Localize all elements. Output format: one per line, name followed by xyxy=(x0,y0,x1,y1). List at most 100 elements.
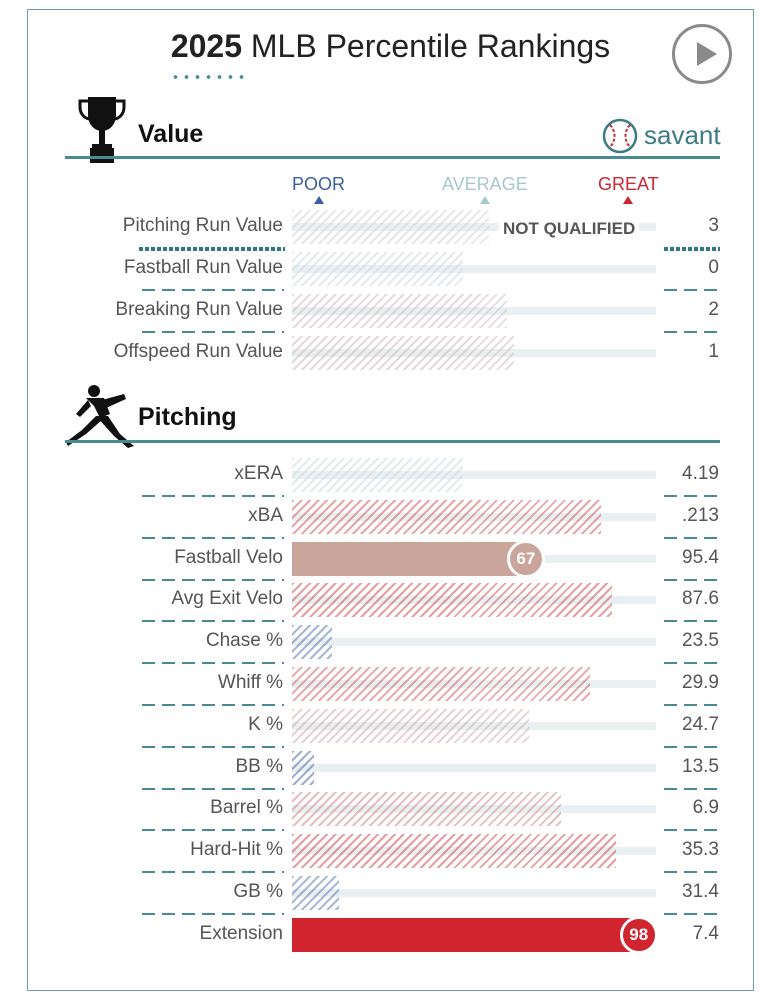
row-value: 24.7 xyxy=(682,713,719,735)
row-label: xERA xyxy=(234,463,283,484)
percentile-bar xyxy=(292,750,314,785)
row-separator xyxy=(664,536,720,539)
row-label: BB % xyxy=(235,755,283,777)
title-year: 2025 xyxy=(170,28,242,64)
row-separator xyxy=(139,247,285,251)
percentile-bar xyxy=(292,499,602,534)
row-label: Breaking Run Value xyxy=(115,299,283,320)
legend-poor-marker xyxy=(313,196,324,204)
savant-logo-text: savant xyxy=(644,120,721,150)
percentile-bar xyxy=(292,708,529,743)
percentile-track xyxy=(292,763,656,772)
play-icon[interactable] xyxy=(672,24,732,84)
percentile-bar xyxy=(292,541,526,576)
row-separator xyxy=(664,662,720,665)
row-value: 1 xyxy=(708,341,719,362)
row-label: Hard-Hit % xyxy=(190,839,283,861)
row-separator xyxy=(664,620,720,623)
row-label: Offspeed Run Value xyxy=(113,341,283,362)
row-value: 0 xyxy=(708,257,719,278)
row-separator xyxy=(142,536,284,539)
row-label: Fastball Run Value xyxy=(123,257,283,278)
percentile-bar xyxy=(292,917,639,952)
row-value: 6.9 xyxy=(692,797,719,819)
row-separator xyxy=(664,787,720,790)
legend-great-label: GREAT xyxy=(598,174,659,194)
row-value: 3 xyxy=(708,215,719,236)
row-value: 2 xyxy=(708,299,719,320)
row-separator xyxy=(664,578,720,581)
row-label: Avg Exit Velo xyxy=(171,588,283,610)
value-section-divider xyxy=(65,156,720,159)
value-section-title: Value xyxy=(138,120,204,148)
percentile-badge: 98 xyxy=(619,915,658,954)
percentile-bar xyxy=(292,336,515,370)
row-separator xyxy=(142,331,284,333)
pitcher-silhouette-icon xyxy=(64,384,136,455)
legend-poor: POOR xyxy=(292,174,346,204)
row-separator xyxy=(664,331,720,333)
percentile-track xyxy=(292,889,656,897)
row-separator xyxy=(142,745,284,748)
percentile-bar xyxy=(292,252,464,286)
row-label: Whiff % xyxy=(217,672,283,693)
row-separator xyxy=(664,745,720,748)
trophy-icon xyxy=(78,95,126,170)
row-value: 95.4 xyxy=(682,546,719,568)
percentile-bar xyxy=(292,625,333,660)
row-value: 7.4 xyxy=(692,922,719,944)
percentile-badge: 67 xyxy=(506,539,545,578)
row-separator xyxy=(142,578,284,581)
percentile-track xyxy=(292,471,656,479)
row-label: GB % xyxy=(233,881,283,902)
row-label: Extension xyxy=(199,922,283,944)
row-separator xyxy=(664,289,720,291)
percentile-bar xyxy=(292,792,562,827)
row-separator xyxy=(664,495,720,497)
percentile-bar xyxy=(292,294,507,328)
row-separator xyxy=(142,913,284,915)
not-qualified-label: NOT QUALIFIED xyxy=(499,219,640,239)
row-separator xyxy=(142,787,284,790)
row-value: 31.4 xyxy=(682,881,719,902)
legend-average-label: AVERAGE xyxy=(442,174,528,194)
percentile-bar xyxy=(292,210,489,244)
row-separator xyxy=(664,247,720,251)
row-separator xyxy=(142,620,284,623)
page-title: 2025 MLB Percentile Rankings xyxy=(0,28,781,65)
pitching-section-title: Pitching xyxy=(138,403,237,431)
row-value: 4.19 xyxy=(682,463,719,484)
pitching-section-divider xyxy=(65,440,720,443)
row-label: Pitching Run Value xyxy=(122,215,283,236)
row-value: 87.6 xyxy=(682,588,719,610)
row-value: 29.9 xyxy=(682,672,719,693)
percentile-bar xyxy=(292,583,613,618)
title-text: MLB Percentile Rankings xyxy=(250,28,611,64)
legend-poor-label: POOR xyxy=(292,174,346,194)
row-separator xyxy=(142,829,284,832)
legend-great-marker xyxy=(623,196,634,204)
row-separator xyxy=(142,662,284,665)
legend-average: AVERAGE xyxy=(442,174,528,204)
percentile-track xyxy=(292,265,656,273)
legend-great: GREAT xyxy=(598,174,659,204)
row-separator xyxy=(142,871,284,874)
title-underline-dots xyxy=(170,74,246,80)
percentile-bar xyxy=(292,876,340,910)
row-separator xyxy=(142,289,284,291)
row-value: .213 xyxy=(682,504,719,526)
row-label: xBA xyxy=(248,504,283,526)
percentile-bar xyxy=(292,667,591,701)
row-label: Chase % xyxy=(205,630,283,652)
row-separator xyxy=(664,913,720,915)
row-value: 35.3 xyxy=(682,839,719,861)
row-separator xyxy=(142,704,284,706)
legend-average-marker xyxy=(479,196,490,204)
baseball-icon xyxy=(602,118,638,154)
percentile-track xyxy=(292,638,656,647)
percentile-bar xyxy=(292,834,616,869)
row-value: 23.5 xyxy=(682,630,719,652)
row-separator xyxy=(664,829,720,832)
percentile-bar xyxy=(292,458,464,492)
row-label: K % xyxy=(248,713,283,735)
